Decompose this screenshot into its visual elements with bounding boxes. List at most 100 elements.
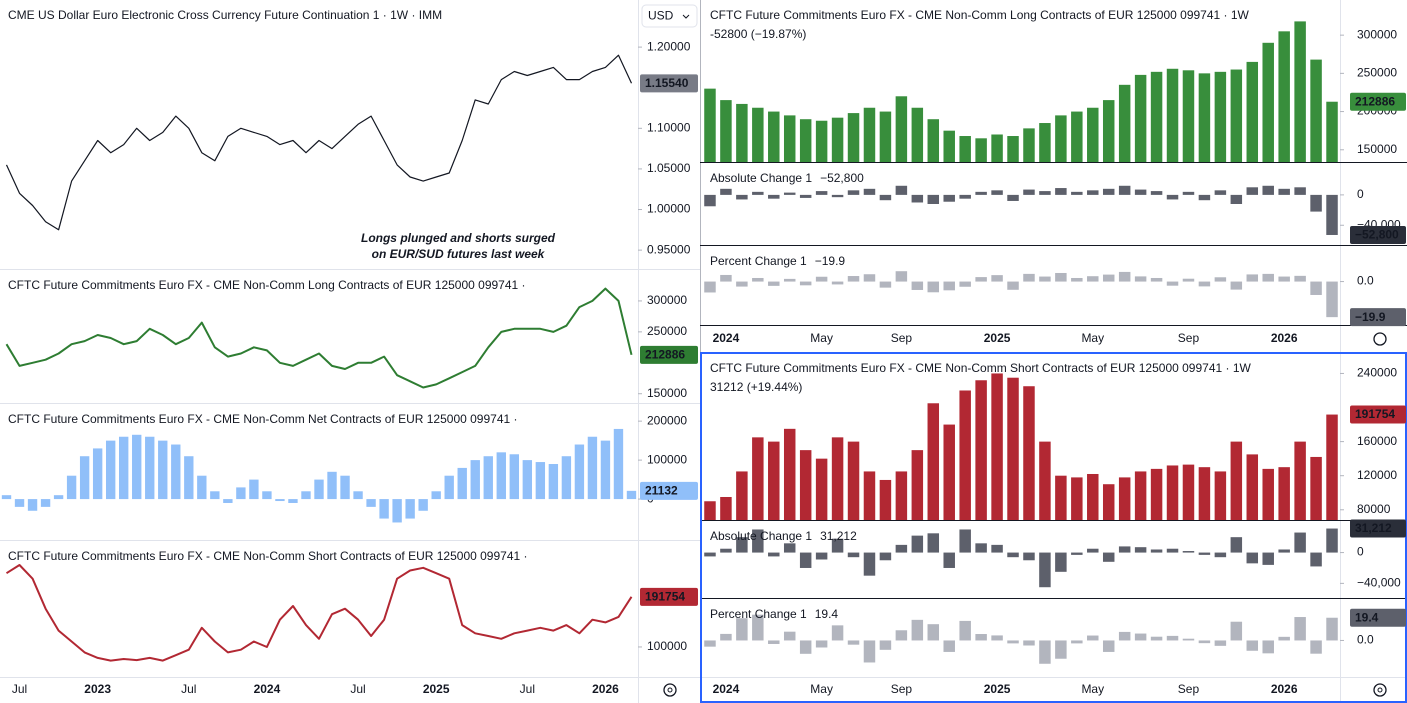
last-value-badge xyxy=(640,481,698,500)
bar xyxy=(92,448,103,500)
bar xyxy=(1118,477,1131,520)
bar xyxy=(1071,111,1083,162)
bar xyxy=(1310,640,1322,654)
pane-header-value: −19.9 xyxy=(815,254,846,268)
bar xyxy=(783,543,796,553)
bar xyxy=(392,499,402,523)
gear-icon[interactable] xyxy=(1373,332,1387,346)
bar xyxy=(736,471,748,520)
bar xyxy=(1214,640,1227,646)
pane: 0.0 19.4 Percent Change 1 19.4 xyxy=(704,607,1406,664)
bar xyxy=(1071,191,1083,195)
bar xyxy=(1071,277,1083,282)
bar xyxy=(1246,61,1259,162)
bar xyxy=(1023,128,1035,162)
bar xyxy=(736,618,748,641)
bar xyxy=(1102,484,1115,520)
pane: 100000 191754 CFTC Future Commitments Euro… xyxy=(5,549,698,662)
bar xyxy=(911,535,924,553)
settings-button[interactable] xyxy=(663,683,677,697)
bar xyxy=(1150,277,1163,282)
bar xyxy=(1023,273,1035,282)
y-tick-label: 1.00000 xyxy=(647,202,691,216)
bar xyxy=(1055,475,1067,520)
gear-icon[interactable] xyxy=(1373,683,1387,697)
bar xyxy=(1134,189,1147,195)
bar xyxy=(1087,190,1099,195)
bar xyxy=(1134,276,1147,282)
bar xyxy=(959,620,971,641)
bar xyxy=(1198,640,1211,644)
bar xyxy=(1150,549,1163,553)
gear-icon-center[interactable] xyxy=(1377,687,1383,693)
bar xyxy=(1326,101,1338,162)
chevron-icon[interactable] xyxy=(682,14,690,19)
gear-icon-center[interactable] xyxy=(667,687,673,693)
currency-label[interactable]: USD xyxy=(648,9,674,23)
bar xyxy=(895,271,908,282)
bar xyxy=(831,437,844,520)
bar xyxy=(1007,194,1019,201)
bar xyxy=(975,543,987,553)
bar xyxy=(847,113,860,162)
pane-title: CFTC Future Commitments Euro FX - CME No… xyxy=(710,361,1252,375)
bar xyxy=(1278,276,1290,282)
bar xyxy=(927,624,940,641)
last-value-badge xyxy=(1350,519,1406,538)
bar xyxy=(1118,546,1131,553)
gear-icon[interactable] xyxy=(663,683,677,697)
last-value-label: 21132 xyxy=(645,484,678,498)
bar xyxy=(470,460,480,500)
bar xyxy=(366,499,376,507)
bar xyxy=(27,499,38,511)
currency-button[interactable]: USD xyxy=(641,4,698,28)
pane: 80000 120000 160000 240000 191754 CFTC Future… xyxy=(704,361,1406,520)
bar xyxy=(752,437,764,520)
last-value-label: 1.15540 xyxy=(645,76,689,90)
y-tick-label: 250000 xyxy=(1357,66,1397,80)
bar xyxy=(879,552,892,561)
y-tick-label: 0 xyxy=(1357,187,1364,201)
bar xyxy=(943,130,955,162)
bar xyxy=(975,191,987,195)
bar xyxy=(1326,528,1338,553)
bar xyxy=(943,640,955,652)
bar xyxy=(991,373,1003,520)
last-value-badge xyxy=(1350,92,1406,111)
bar xyxy=(831,625,844,641)
bar xyxy=(736,103,748,162)
pane: 010000020000021132CFTC Future Commitment… xyxy=(1,412,698,523)
currency-button-frame[interactable] xyxy=(641,4,698,28)
x-tick-label: Sep xyxy=(891,682,913,696)
bar xyxy=(600,440,611,500)
bar xyxy=(1134,633,1147,641)
last-value-badge xyxy=(640,587,698,606)
bar xyxy=(1198,467,1211,520)
bar xyxy=(799,194,812,198)
pane-header-value: 31,212 xyxy=(820,529,857,543)
y-tick-label: 1.05000 xyxy=(647,161,691,175)
bar xyxy=(895,544,908,553)
y-tick-label: −40,000 xyxy=(1357,576,1401,590)
bar xyxy=(863,471,876,520)
bar xyxy=(496,452,506,500)
settings-button[interactable] xyxy=(1373,683,1387,697)
bar xyxy=(783,192,796,195)
x-tick-label: 2025 xyxy=(984,331,1011,345)
bar xyxy=(1102,552,1115,562)
bar xyxy=(1134,471,1147,520)
last-value-badge xyxy=(1350,308,1406,327)
bar xyxy=(1102,640,1115,652)
bar xyxy=(927,281,940,293)
bar xyxy=(236,487,246,500)
bar xyxy=(1071,477,1083,520)
bar xyxy=(1278,549,1290,553)
bar xyxy=(991,635,1003,641)
pane: 150000 250000 300000 212886 CFTC Future Comm… xyxy=(5,278,698,400)
bar xyxy=(815,191,828,195)
bar xyxy=(959,194,971,199)
bar xyxy=(1326,617,1338,641)
bar xyxy=(1294,187,1306,195)
bar xyxy=(1055,188,1067,195)
